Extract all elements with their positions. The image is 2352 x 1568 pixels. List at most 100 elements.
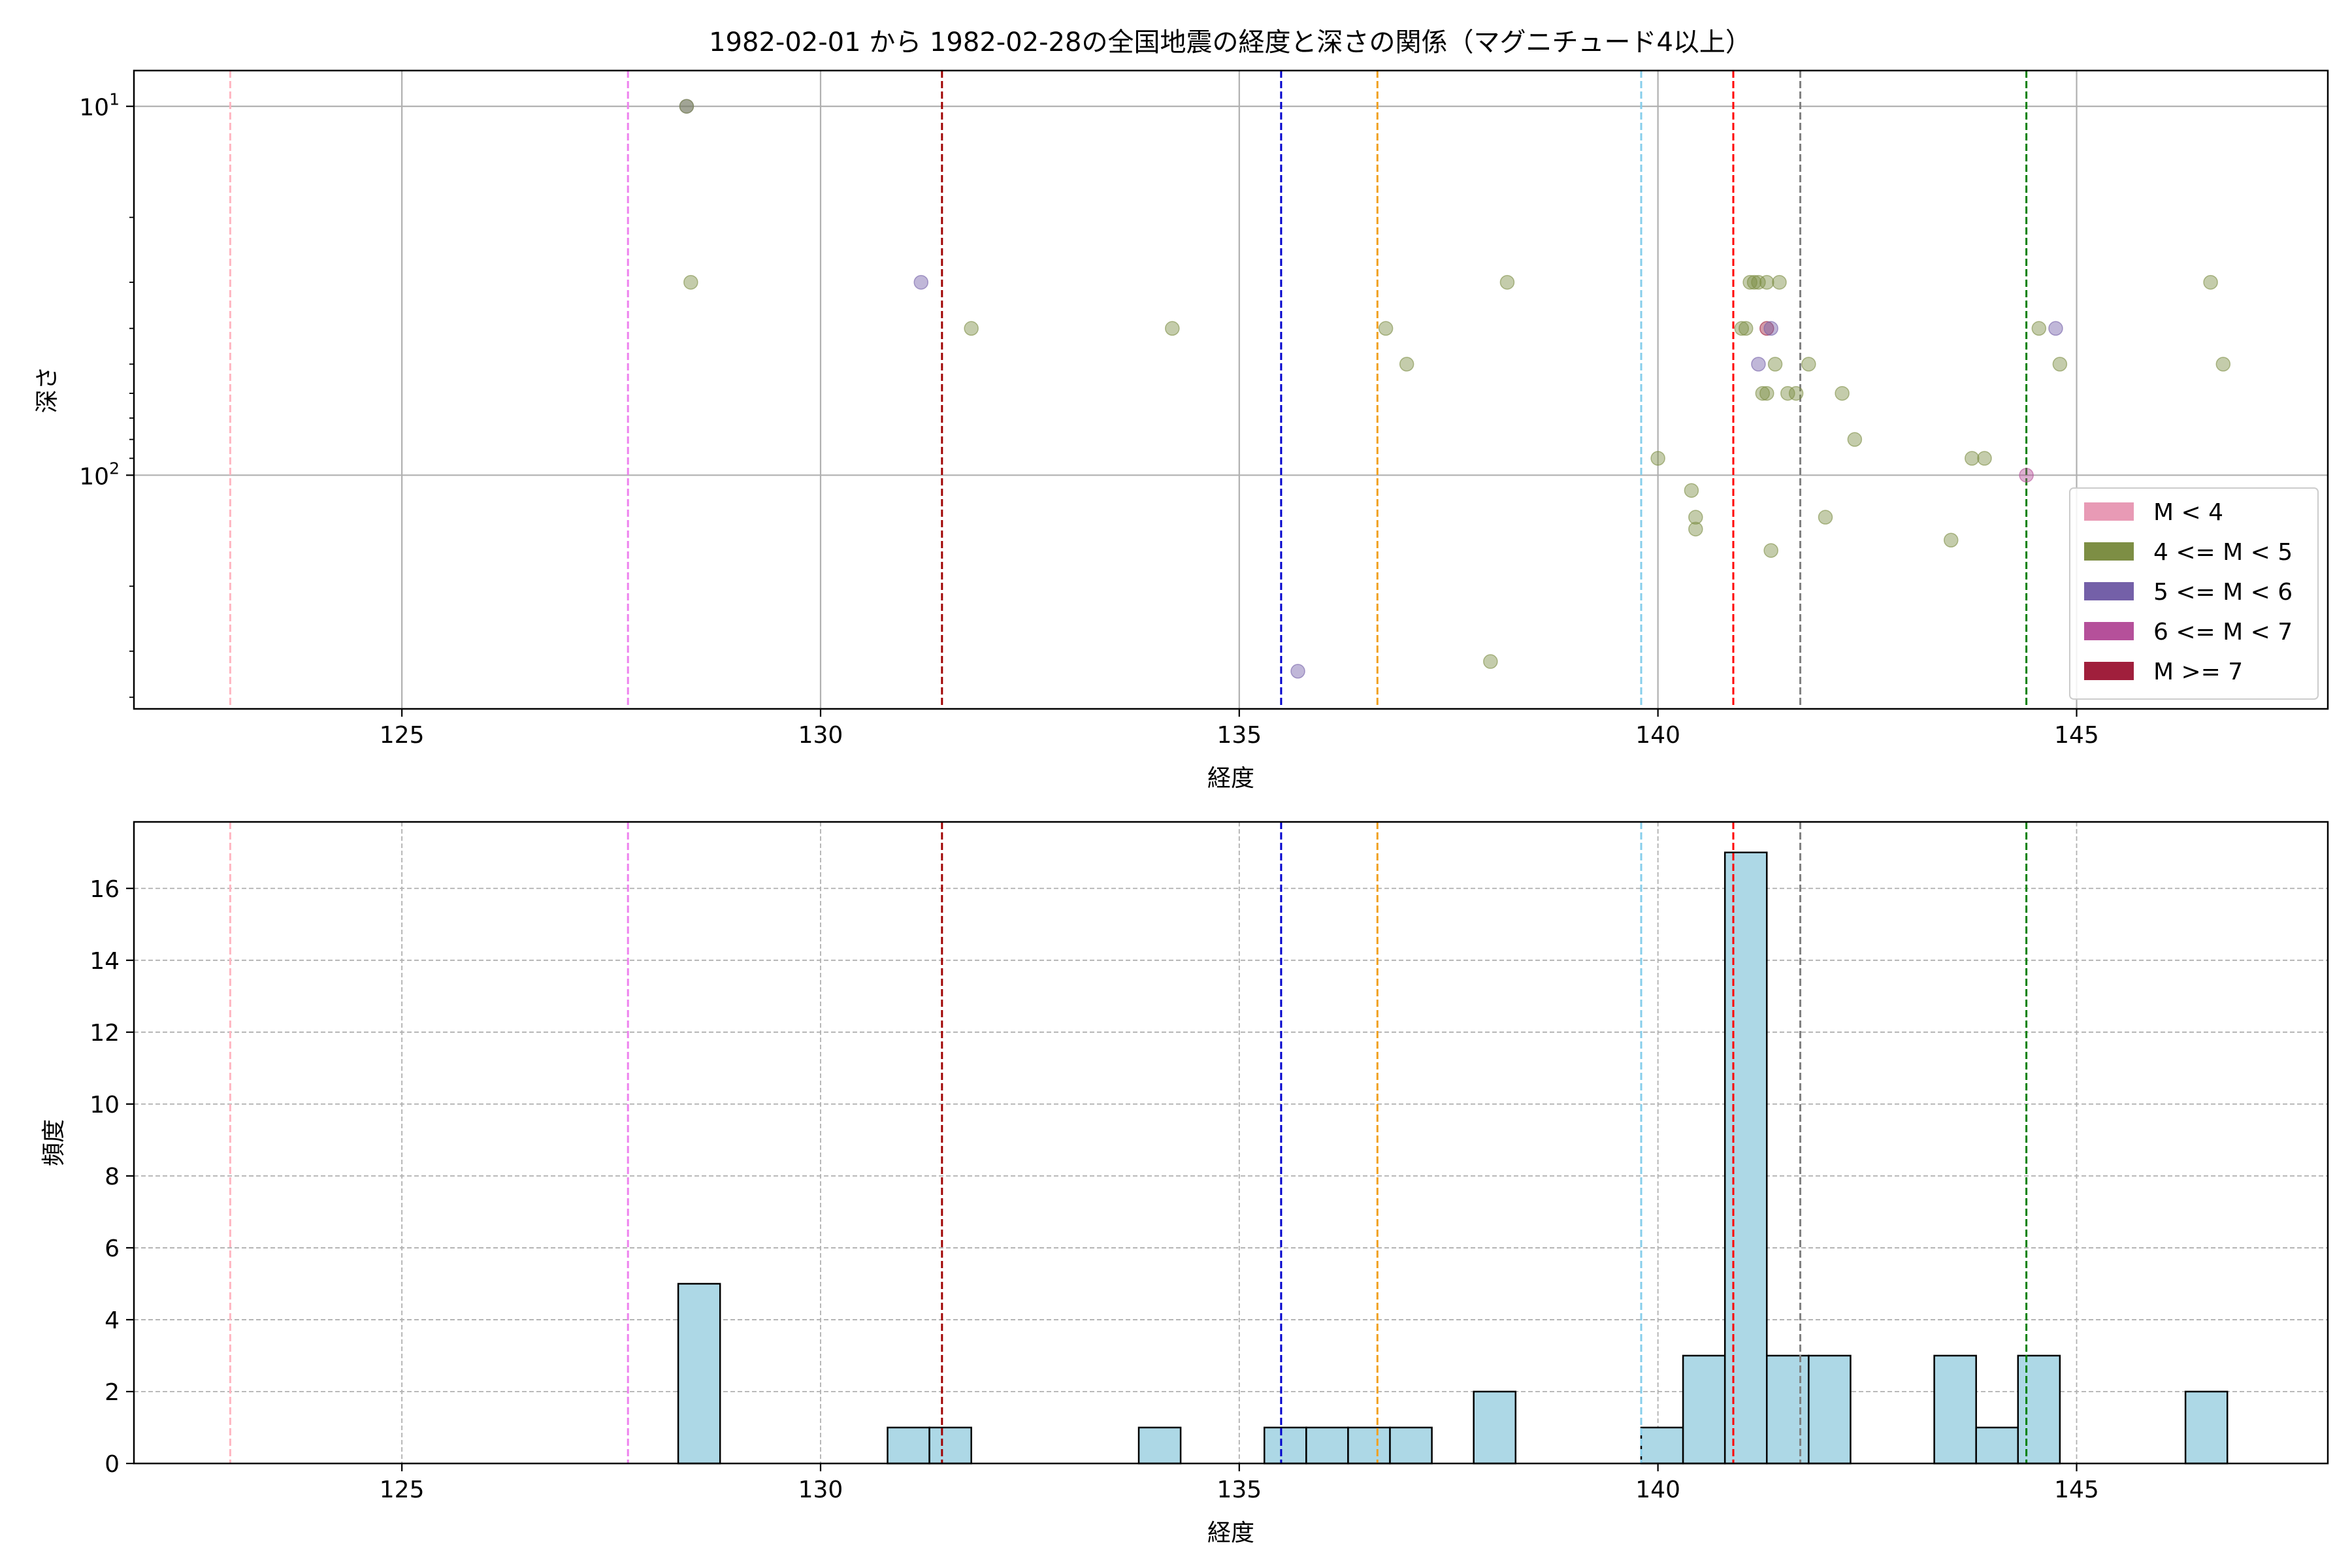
scatter-point-18 bbox=[1746, 274, 1762, 290]
scatter-grid bbox=[134, 71, 2328, 709]
histogram-y-tick-label-8: 8 bbox=[105, 1164, 120, 1190]
scatter-reference-lines bbox=[229, 71, 2028, 709]
scatter-legend-swatch-4 bbox=[2084, 662, 2134, 680]
histogram-y-axis-label: 頻度 bbox=[41, 1119, 67, 1166]
scatter-point-23 bbox=[1759, 274, 1774, 290]
scatter-point-29 bbox=[1780, 385, 1795, 401]
histogram-y-tick-label-6: 6 bbox=[105, 1235, 120, 1262]
scatter-points bbox=[679, 99, 2231, 679]
scatter-x-tick-label-125: 125 bbox=[380, 722, 425, 749]
scatter-legend-swatch-3 bbox=[2084, 622, 2134, 640]
histogram-bar-4 bbox=[1264, 1426, 1307, 1465]
scatter-point-11 bbox=[1650, 451, 1665, 466]
histogram-x-axis-label: 経度 bbox=[1207, 1520, 1254, 1546]
scatter-point-37 bbox=[1977, 451, 1992, 466]
histogram-x-tick-label-130: 130 bbox=[798, 1477, 843, 1503]
scatter-x-axis-label: 経度 bbox=[1207, 765, 1254, 792]
scatter-legend-label-4: M >= 7 bbox=[2153, 659, 2243, 685]
scatter-legend: M < 4 4 <= M < 5 5 <= M < 6 6 <= M < 7 M >= … bbox=[2069, 487, 2319, 700]
histogram-reference-lines bbox=[229, 822, 2028, 1463]
histogram-x-ticks: 125 130 135 140 145 bbox=[380, 1463, 2099, 1503]
histogram-bar-10 bbox=[1682, 1354, 1726, 1465]
scatter-point-27 bbox=[1767, 357, 1783, 372]
scatter-point-21 bbox=[1755, 385, 1771, 401]
histogram-bar-1 bbox=[887, 1426, 930, 1465]
histogram-bars bbox=[677, 851, 2229, 1465]
scatter-point-39 bbox=[2031, 321, 2047, 336]
scatter-point-31 bbox=[1801, 357, 1816, 372]
scatter-point-4 bbox=[964, 321, 979, 336]
histogram-y-tick-label-14: 14 bbox=[90, 948, 120, 975]
histogram-y-tick-label-2: 2 bbox=[105, 1379, 120, 1406]
scatter-point-24 bbox=[1759, 321, 1774, 336]
scatter-point-33 bbox=[1835, 385, 1850, 401]
scatter-x-tick-label-130: 130 bbox=[798, 722, 843, 749]
histogram-panel: 125 130 135 140 145 0 2 4 6 8 10 12 14 16 経度 頻度 bbox=[41, 821, 2329, 1546]
scatter-point-20 bbox=[1751, 357, 1766, 372]
scatter-point-17 bbox=[1742, 274, 1757, 290]
scatter-point-19 bbox=[1751, 274, 1766, 290]
scatter-point-1 bbox=[679, 99, 694, 114]
scatter-y-ticks: 101 102 bbox=[79, 90, 134, 698]
histogram-y-tick-label-0: 0 bbox=[105, 1451, 120, 1478]
scatter-point-8 bbox=[1399, 357, 1414, 372]
scatter-point-43 bbox=[2215, 357, 2231, 372]
scatter-point-42 bbox=[2203, 274, 2218, 290]
scatter-x-tick-label-145: 145 bbox=[2054, 722, 2099, 749]
scatter-x-tick-label-135: 135 bbox=[1217, 722, 1262, 749]
scatter-point-36 bbox=[1965, 451, 1980, 466]
histogram-axes-frame bbox=[133, 821, 2329, 1465]
histogram-bar-11 bbox=[1723, 851, 1768, 1465]
histogram-bar-12 bbox=[1766, 1354, 1810, 1465]
scatter-point-28 bbox=[1772, 274, 1787, 290]
histogram-bar-9 bbox=[1640, 1426, 1684, 1465]
histogram-y-tick-label-10: 10 bbox=[90, 1092, 120, 1119]
histogram-bar-16 bbox=[2017, 1354, 2061, 1465]
scatter-point-16 bbox=[1738, 321, 1754, 336]
figure-title: 1982-02-01 から 1982-02-28の全国地震の経度と深さの関係（マ… bbox=[709, 27, 1752, 57]
scatter-legend-swatch-0 bbox=[2084, 502, 2134, 521]
scatter-point-32 bbox=[1818, 510, 1833, 525]
scatter-point-10 bbox=[1499, 274, 1515, 290]
scatter-panel: 125 130 135 140 145 101 102 経度 深さ M < 4 4 <= M… bbox=[34, 69, 2329, 792]
histogram-bar-7 bbox=[1389, 1426, 1433, 1465]
scatter-point-41 bbox=[2052, 357, 2068, 372]
scatter-point-34 bbox=[1847, 432, 1863, 447]
scatter-point-13 bbox=[1688, 510, 1703, 525]
histogram-x-tick-label-140: 140 bbox=[1635, 1477, 1680, 1503]
scatter-point-25 bbox=[1763, 321, 1778, 336]
scatter-legend-swatch-1 bbox=[2084, 542, 2134, 561]
histogram-x-tick-label-135: 135 bbox=[1217, 1477, 1262, 1503]
scatter-point-15 bbox=[1734, 321, 1750, 336]
scatter-legend-label-0: M < 4 bbox=[2153, 499, 2223, 526]
scatter-point-12 bbox=[1684, 483, 1699, 498]
histogram-bar-2 bbox=[928, 1426, 972, 1465]
histogram-bar-13 bbox=[1808, 1354, 1852, 1465]
histogram-bar-3 bbox=[1137, 1426, 1182, 1465]
scatter-point-5 bbox=[1165, 321, 1180, 336]
scatter-point-3 bbox=[913, 274, 929, 290]
histogram-x-tick-label-145: 145 bbox=[2054, 1477, 2099, 1503]
scatter-legend-swatch-2 bbox=[2084, 582, 2134, 600]
histogram-y-ticks: 0 2 4 6 8 10 12 14 16 bbox=[90, 876, 134, 1478]
histogram-bar-8 bbox=[1473, 1390, 1517, 1465]
scatter-y-tick-label-100: 102 bbox=[79, 459, 120, 490]
scatter-point-6 bbox=[1290, 664, 1305, 679]
histogram-bar-0 bbox=[677, 1282, 721, 1465]
scatter-x-tick-label-140: 140 bbox=[1635, 722, 1680, 749]
scatter-point-9 bbox=[1483, 654, 1498, 669]
scatter-y-axis-label: 深さ bbox=[34, 366, 61, 413]
scatter-point-38 bbox=[2019, 468, 2034, 483]
scatter-legend-label-1: 4 <= M < 5 bbox=[2153, 539, 2293, 566]
histogram-x-tick-label-125: 125 bbox=[380, 1477, 425, 1503]
scatter-y-tick-label-10: 101 bbox=[79, 90, 120, 122]
scatter-x-ticks: 125 130 135 140 145 bbox=[380, 709, 2099, 749]
scatter-legend-label-3: 6 <= M < 7 bbox=[2153, 619, 2293, 645]
scatter-point-14 bbox=[1688, 521, 1703, 537]
histogram-bar-6 bbox=[1347, 1426, 1391, 1465]
histogram-y-tick-label-4: 4 bbox=[105, 1307, 120, 1334]
histogram-bar-5 bbox=[1305, 1426, 1349, 1465]
scatter-legend-box bbox=[2069, 487, 2319, 700]
